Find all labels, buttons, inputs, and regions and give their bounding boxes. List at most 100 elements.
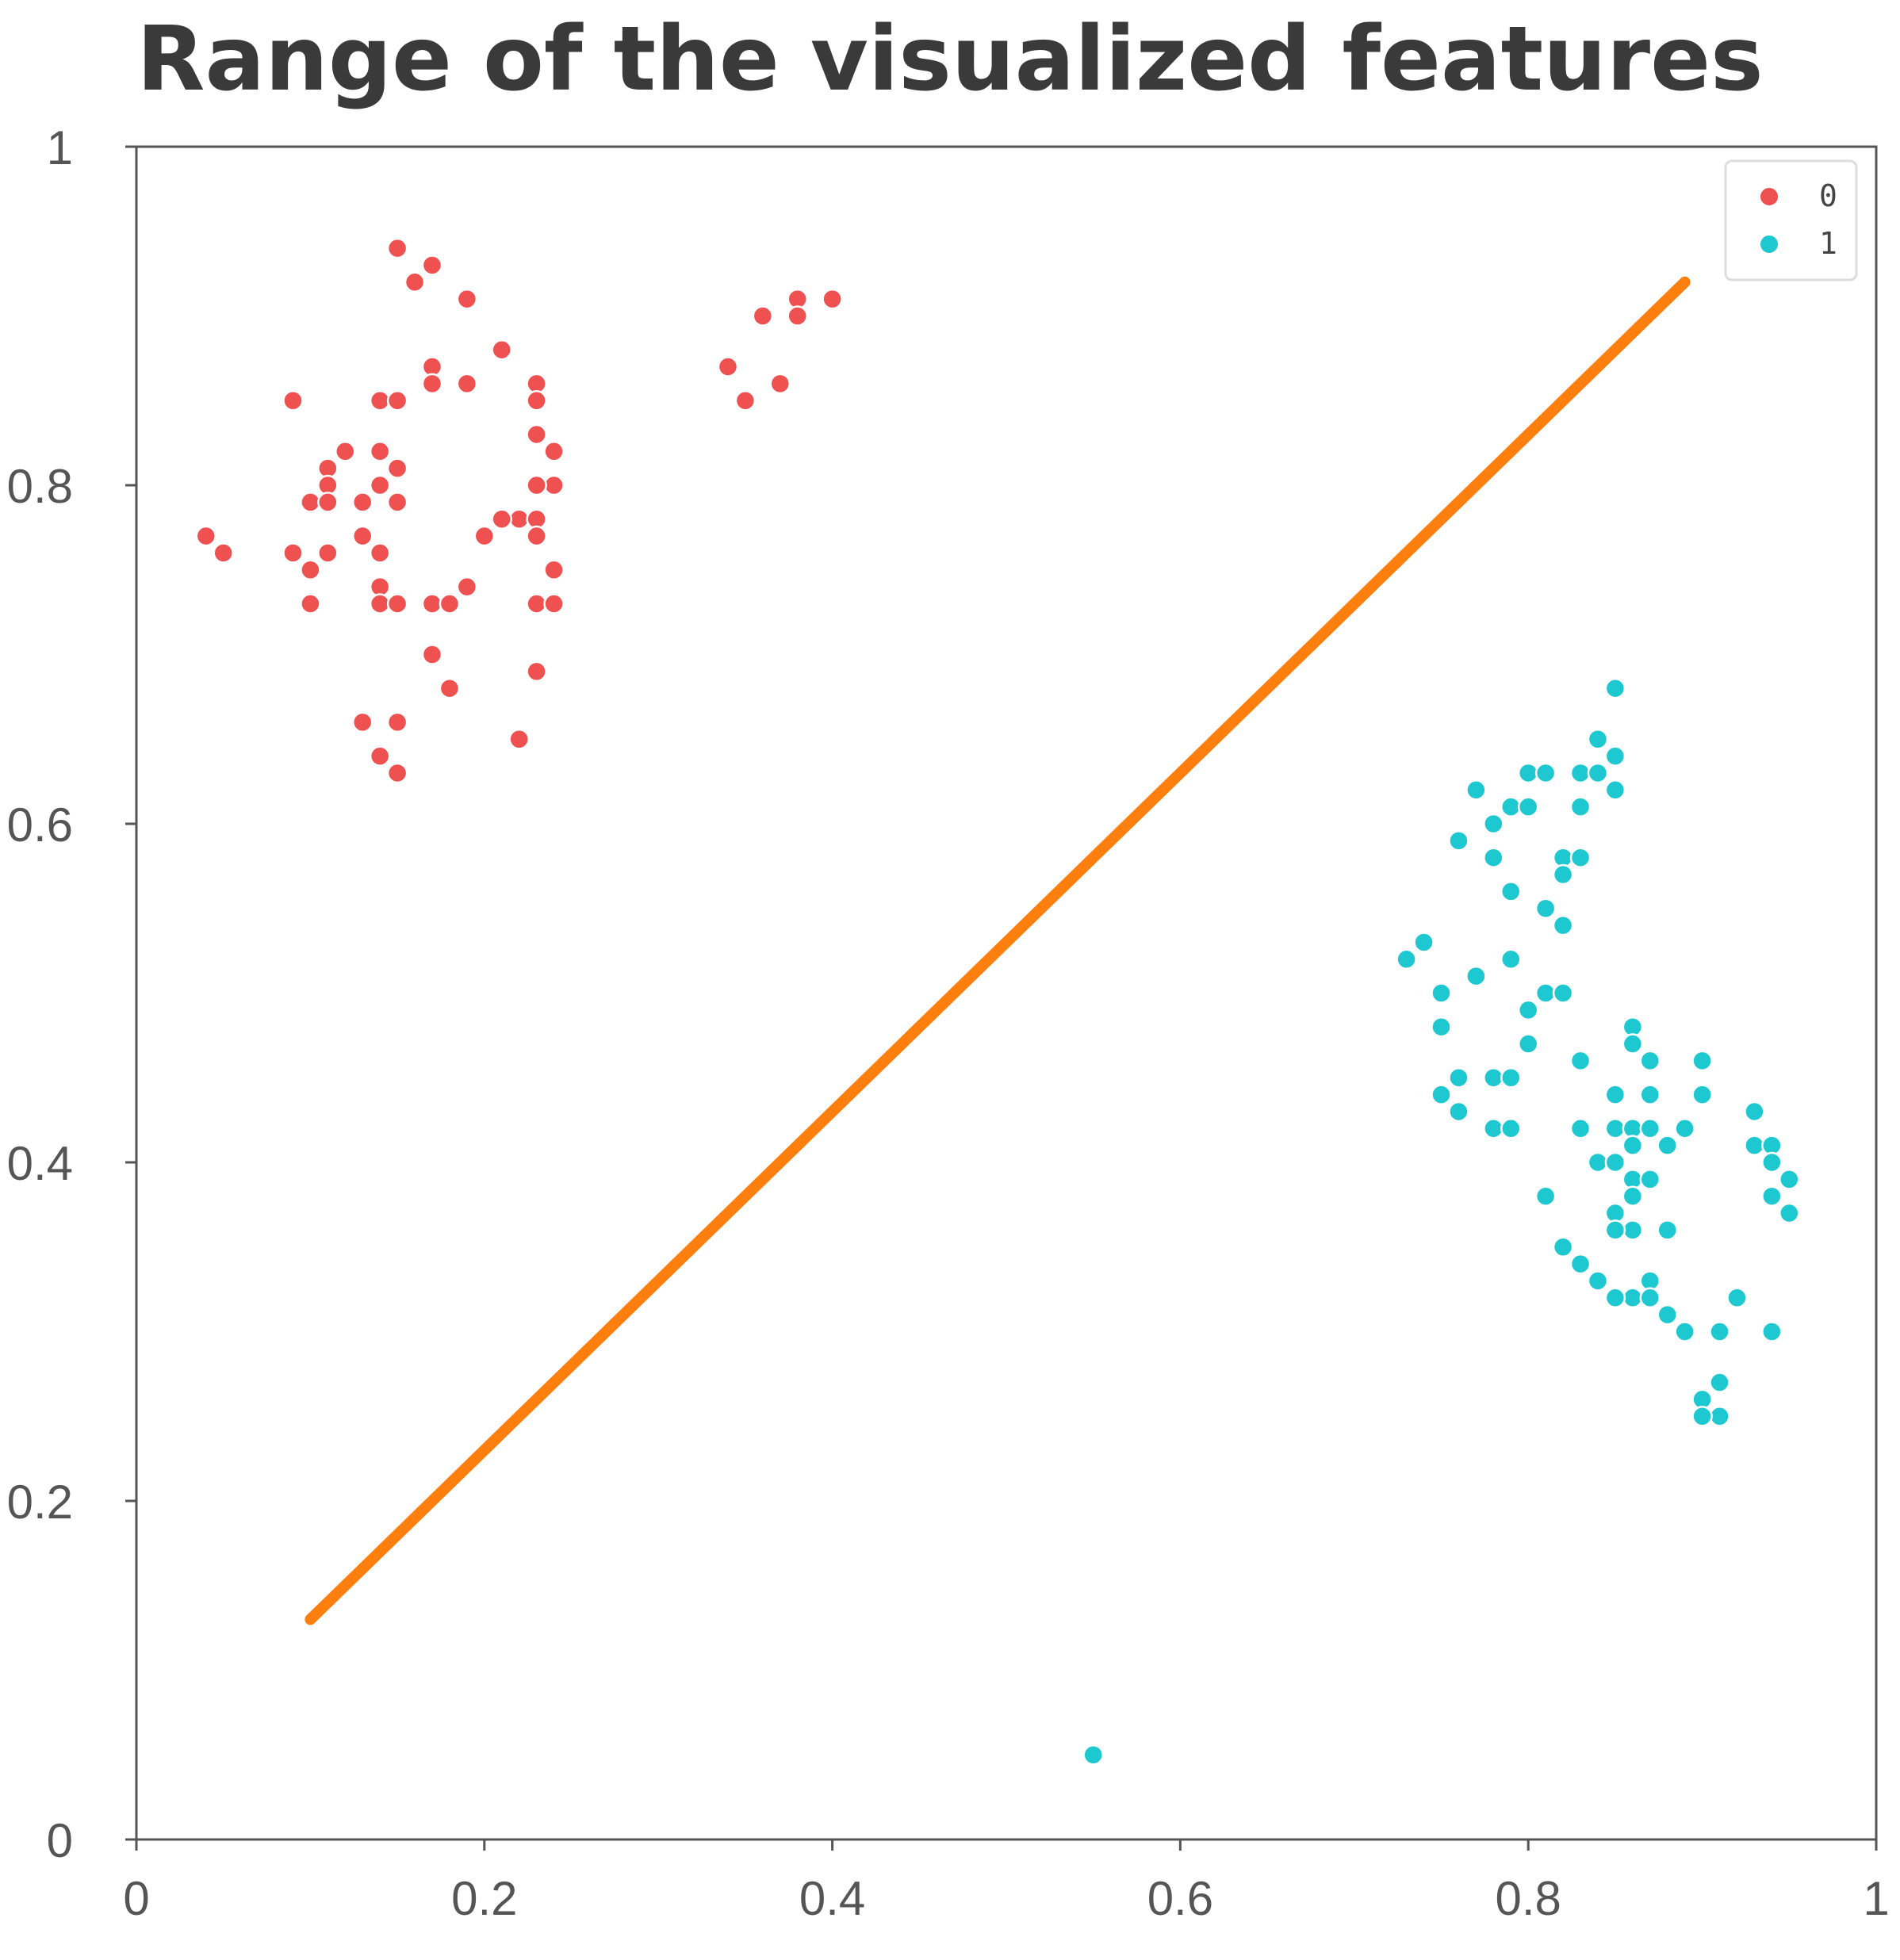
series-0-point <box>752 305 774 327</box>
series-1-point <box>1726 1287 1748 1309</box>
series-1-point <box>1569 762 1592 784</box>
series-1-point <box>1483 847 1504 868</box>
series-0-point <box>300 492 321 513</box>
series-1-point <box>1431 1084 1452 1105</box>
series-0-point <box>351 711 373 733</box>
points-layer <box>195 237 1800 1766</box>
series-1-point <box>1552 863 1574 886</box>
series-1-point <box>1517 999 1539 1021</box>
trend-line <box>305 276 1691 1625</box>
series-1-point <box>1761 1185 1783 1207</box>
series-1-point <box>1622 1287 1644 1309</box>
series-0-point <box>543 559 565 580</box>
series-1-point <box>1604 1219 1626 1241</box>
series-1-point <box>1691 1406 1713 1427</box>
series-0-point <box>543 441 565 462</box>
series-1-point <box>1465 965 1487 987</box>
series-0-point <box>369 390 391 412</box>
x-tick-label: 1 <box>1863 1872 1889 1925</box>
series-0-point <box>317 492 339 513</box>
series-1-point <box>1448 1101 1469 1123</box>
series-0-point <box>404 271 426 293</box>
series-0-point <box>282 390 304 412</box>
series-0-point <box>526 525 547 547</box>
y-tick-label: 0 <box>47 1814 73 1867</box>
legend-marker-1 <box>1759 234 1779 255</box>
series-0-point <box>351 525 373 547</box>
series-0-point <box>386 711 408 733</box>
series-0-point <box>421 255 443 276</box>
series-1-point <box>1483 813 1504 835</box>
series-1-point <box>1639 1287 1661 1309</box>
series-1-point <box>1622 1185 1644 1207</box>
series-1-point <box>1448 1067 1469 1089</box>
series-1-point <box>1500 1067 1522 1089</box>
series-1-point <box>1779 1169 1800 1190</box>
series-1-point <box>1657 1303 1678 1326</box>
series-1-point <box>1744 1101 1765 1123</box>
series-1-point <box>1396 948 1417 970</box>
series-0-point <box>386 457 408 479</box>
series-1-point <box>1622 1135 1644 1156</box>
x-tick-label: 0.8 <box>1495 1872 1561 1925</box>
series-1-point <box>1587 1270 1609 1292</box>
series-1-point <box>1587 762 1609 784</box>
series-0-point <box>369 474 391 496</box>
series-1-point <box>1691 1084 1713 1105</box>
series-1-point <box>1413 932 1435 953</box>
series-1-point <box>1569 847 1592 868</box>
series-0-point <box>526 660 547 683</box>
y-tick-label: 1 <box>47 121 73 174</box>
series-1-point <box>1569 1253 1592 1275</box>
series-0-point <box>369 542 391 564</box>
series-0-point <box>526 474 547 496</box>
series-0-point <box>787 305 808 327</box>
series-0-point <box>369 745 391 767</box>
series-1-point <box>1604 1118 1626 1139</box>
series-0-point <box>491 508 512 530</box>
series-0-point <box>734 390 757 412</box>
series-0-point <box>456 576 478 598</box>
series-1-point <box>1744 1135 1765 1156</box>
series-1-point <box>1569 1118 1592 1139</box>
legend-marker-0 <box>1759 186 1779 207</box>
y-tick-label: 0.2 <box>7 1476 73 1529</box>
series-1-point <box>1534 982 1557 1004</box>
legend-label-0: 0 <box>1819 178 1837 213</box>
series-1-point <box>1779 1202 1800 1224</box>
series-0-point <box>439 593 461 614</box>
series-1-point <box>1569 796 1592 817</box>
series-1-point <box>1500 796 1522 817</box>
series-1-point <box>1517 762 1539 784</box>
series-1-point <box>1657 1135 1678 1156</box>
legend: 01 <box>1724 159 1858 281</box>
series-1-point <box>1604 779 1626 801</box>
series-1-point <box>1448 830 1469 852</box>
series-1-point <box>1604 1287 1626 1309</box>
series-1-point <box>1639 1084 1661 1105</box>
series-0-point <box>508 729 530 750</box>
series-0-point <box>456 288 478 310</box>
series-1-point <box>1500 881 1522 902</box>
series-1-point <box>1534 1185 1557 1207</box>
series-0-point <box>508 508 530 530</box>
series-0-point <box>282 542 304 564</box>
series-0-point <box>526 593 547 614</box>
series-0-point <box>717 356 739 377</box>
series-1-point <box>1082 1744 1104 1766</box>
series-1-point <box>1569 1050 1592 1072</box>
x-tick-label: 0 <box>123 1872 149 1925</box>
series-1-point <box>1552 982 1574 1004</box>
series-0-point <box>386 762 408 784</box>
series-1-point <box>1500 1118 1522 1139</box>
y-tick-label: 0.6 <box>7 798 73 852</box>
series-1-point <box>1483 1067 1504 1089</box>
series-1-point <box>1674 1118 1695 1139</box>
chart-title: Range of the visualized features <box>136 8 1764 111</box>
series-1-point <box>1465 779 1487 801</box>
series-0-point <box>386 593 408 614</box>
series-0-point <box>543 474 565 496</box>
trend-line-layer <box>305 276 1691 1625</box>
series-0-point <box>195 525 217 547</box>
